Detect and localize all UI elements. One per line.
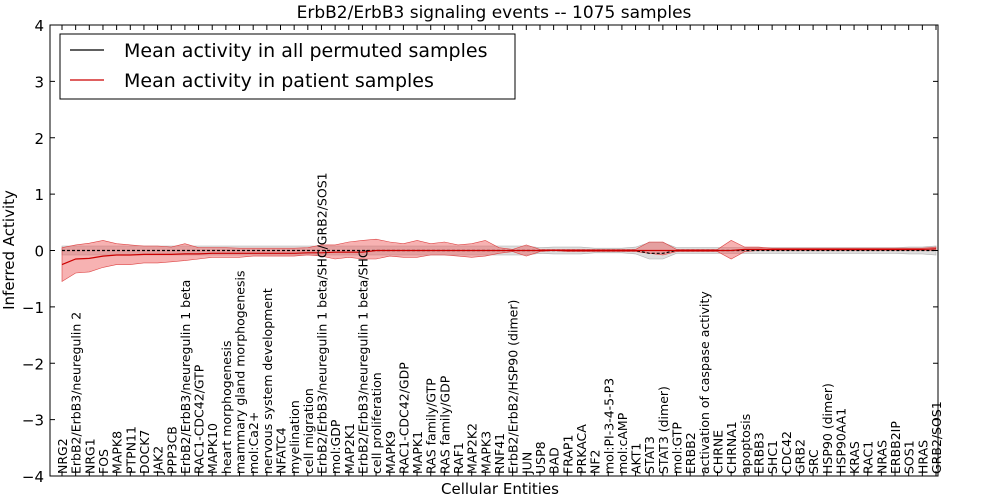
x-tick-label: AKT1 xyxy=(629,443,644,474)
x-tick-label: ERBB2IP xyxy=(888,421,903,474)
x-tick-label: RAC1-CDC42/GDP xyxy=(396,362,411,474)
x-tick-label: mammary gland morphogenesis xyxy=(233,271,248,474)
x-tick-label: ERBB2 xyxy=(683,432,698,474)
x-tick-label: activation of caspase activity xyxy=(697,291,712,474)
y-tick-label: −1 xyxy=(22,299,44,317)
x-tick-label: PPP3CB xyxy=(164,426,179,474)
x-tick-label: STAT3 xyxy=(642,436,657,474)
x-tick-label: FOS xyxy=(96,449,111,474)
x-tick-label: RAS family/GTP xyxy=(424,378,439,474)
x-tick-label: CDC42 xyxy=(779,431,794,474)
x-tick-label: mol:GTP xyxy=(670,422,685,474)
x-tick-label: mol:PI-3-4-5-P3 xyxy=(601,378,616,474)
series-lines xyxy=(61,248,937,266)
x-tick-label: GRB2/SOS1 xyxy=(929,401,944,474)
legend-label-permuted: Mean activity in all permuted samples xyxy=(124,40,487,62)
legend: Mean activity in all permuted samples Me… xyxy=(59,33,516,100)
x-tick-label: cell proliferation xyxy=(369,372,384,474)
x-tick-label: SRC xyxy=(806,449,821,474)
chart-title: ErbB2/ErbB3 signaling events -- 1075 sam… xyxy=(297,3,692,23)
x-tick-label: NFATC4 xyxy=(274,427,289,474)
x-tick-label: MAPK1 xyxy=(410,431,425,474)
x-tick-label: JAK2 xyxy=(151,446,166,475)
x-tick-label: MAPK9 xyxy=(383,431,398,474)
x-axis-label: Cellular Entities xyxy=(441,480,559,498)
x-tick-label: FRAP1 xyxy=(560,435,575,474)
x-tick-label: mol:Ca2+ xyxy=(246,412,261,474)
plot-frame xyxy=(49,24,939,477)
x-tick-label: PTPN11 xyxy=(123,426,138,474)
x-tick-label: heart morphogenesis xyxy=(219,341,234,475)
x-tick-label: mol:GDP xyxy=(328,419,343,474)
x-tick-label: STAT3 (dimer) xyxy=(656,386,671,474)
x-tick-label: ErbB2/ErbB3/neuregulin 1 beta/SHC xyxy=(355,249,370,474)
x-tick-label: HRAS xyxy=(915,440,930,474)
x-tick-label: ErbB2/ErbB3/neuregulin 2 xyxy=(69,312,84,474)
x-tick-label: RAS family/GDP xyxy=(437,375,452,474)
x-tick-label: RNF41 xyxy=(492,433,507,474)
x-tick-label: USP8 xyxy=(533,441,548,474)
y-tick-label: 2 xyxy=(34,130,44,148)
x-tick-label: MAP2K2 xyxy=(465,423,480,474)
x-tick-label: RAC1-CDC42/GTP xyxy=(192,364,207,474)
x-tick-label: HSP90 (dimer) xyxy=(820,383,835,474)
x-tick-label: RAF1 xyxy=(451,442,466,474)
x-tick-label: NRAS xyxy=(874,440,889,474)
y-tick-label: −3 xyxy=(22,412,44,430)
y-tick-label: 3 xyxy=(34,73,44,91)
x-tick-label: KRAS xyxy=(847,441,862,474)
x-tick-label: ErbB2/ErbB3/neuregulin 1 beta xyxy=(178,280,193,474)
x-tick-label: RAC1 xyxy=(861,441,876,474)
x-tick-label: mol:cAMP xyxy=(615,412,630,474)
x-tick-label: ErbB2/ErbB2/HSP90 (dimer) xyxy=(506,300,521,474)
y-tick-label: −4 xyxy=(22,468,44,486)
x-tick-label: MAP2K1 xyxy=(342,423,357,474)
y-tick-label: 0 xyxy=(34,243,44,261)
x-tick-label: MAPK10 xyxy=(205,423,220,474)
x-tick-label: MAPK3 xyxy=(478,431,493,474)
y-axis: 4 3 2 1 0 −1 −2 −3 −4 xyxy=(22,17,938,486)
x-tick-label: nervous system development xyxy=(260,288,275,474)
x-tick-label: NRG2 xyxy=(55,438,70,474)
y-tick-label: −2 xyxy=(22,355,44,373)
x-tick-label: HSP90AA1 xyxy=(833,408,848,474)
x-tick-label: myelination xyxy=(287,400,302,474)
x-tick-label: GRB2 xyxy=(792,439,807,474)
x-tick-label: BAD xyxy=(547,447,562,474)
x-tick-label: SHC1 xyxy=(765,440,780,474)
x-tick-label: ErbB2/ErbB3/neuregulin 1 beta/SHC/GRB2/S… xyxy=(314,172,329,474)
x-tick-label: DOCK7 xyxy=(137,430,152,474)
legend-label-patient: Mean activity in patient samples xyxy=(124,70,434,92)
x-tick-label: MAPK8 xyxy=(110,431,125,474)
x-tick-label: ERBB3 xyxy=(751,432,766,474)
x-tick-label: NF2 xyxy=(588,450,603,475)
x-tick-label: PRKACA xyxy=(574,424,589,474)
legend-box xyxy=(59,33,516,100)
x-tick-label: CHRNA1 xyxy=(724,421,739,474)
x-tick-label: apoptosis xyxy=(738,414,753,474)
y-axis-label: Inferred Activity xyxy=(0,190,18,310)
y-tick-label: 1 xyxy=(34,186,44,204)
x-tick-label: NRG1 xyxy=(82,438,97,474)
x-tick-label: SOS1 xyxy=(902,440,917,474)
line-series-1 xyxy=(61,248,937,266)
x-tick-label: JUN xyxy=(519,452,534,475)
x-tick-label: CHRNE xyxy=(711,430,726,474)
y-tick-label: 4 xyxy=(34,17,44,35)
x-tick-label: cell migration xyxy=(301,388,316,474)
